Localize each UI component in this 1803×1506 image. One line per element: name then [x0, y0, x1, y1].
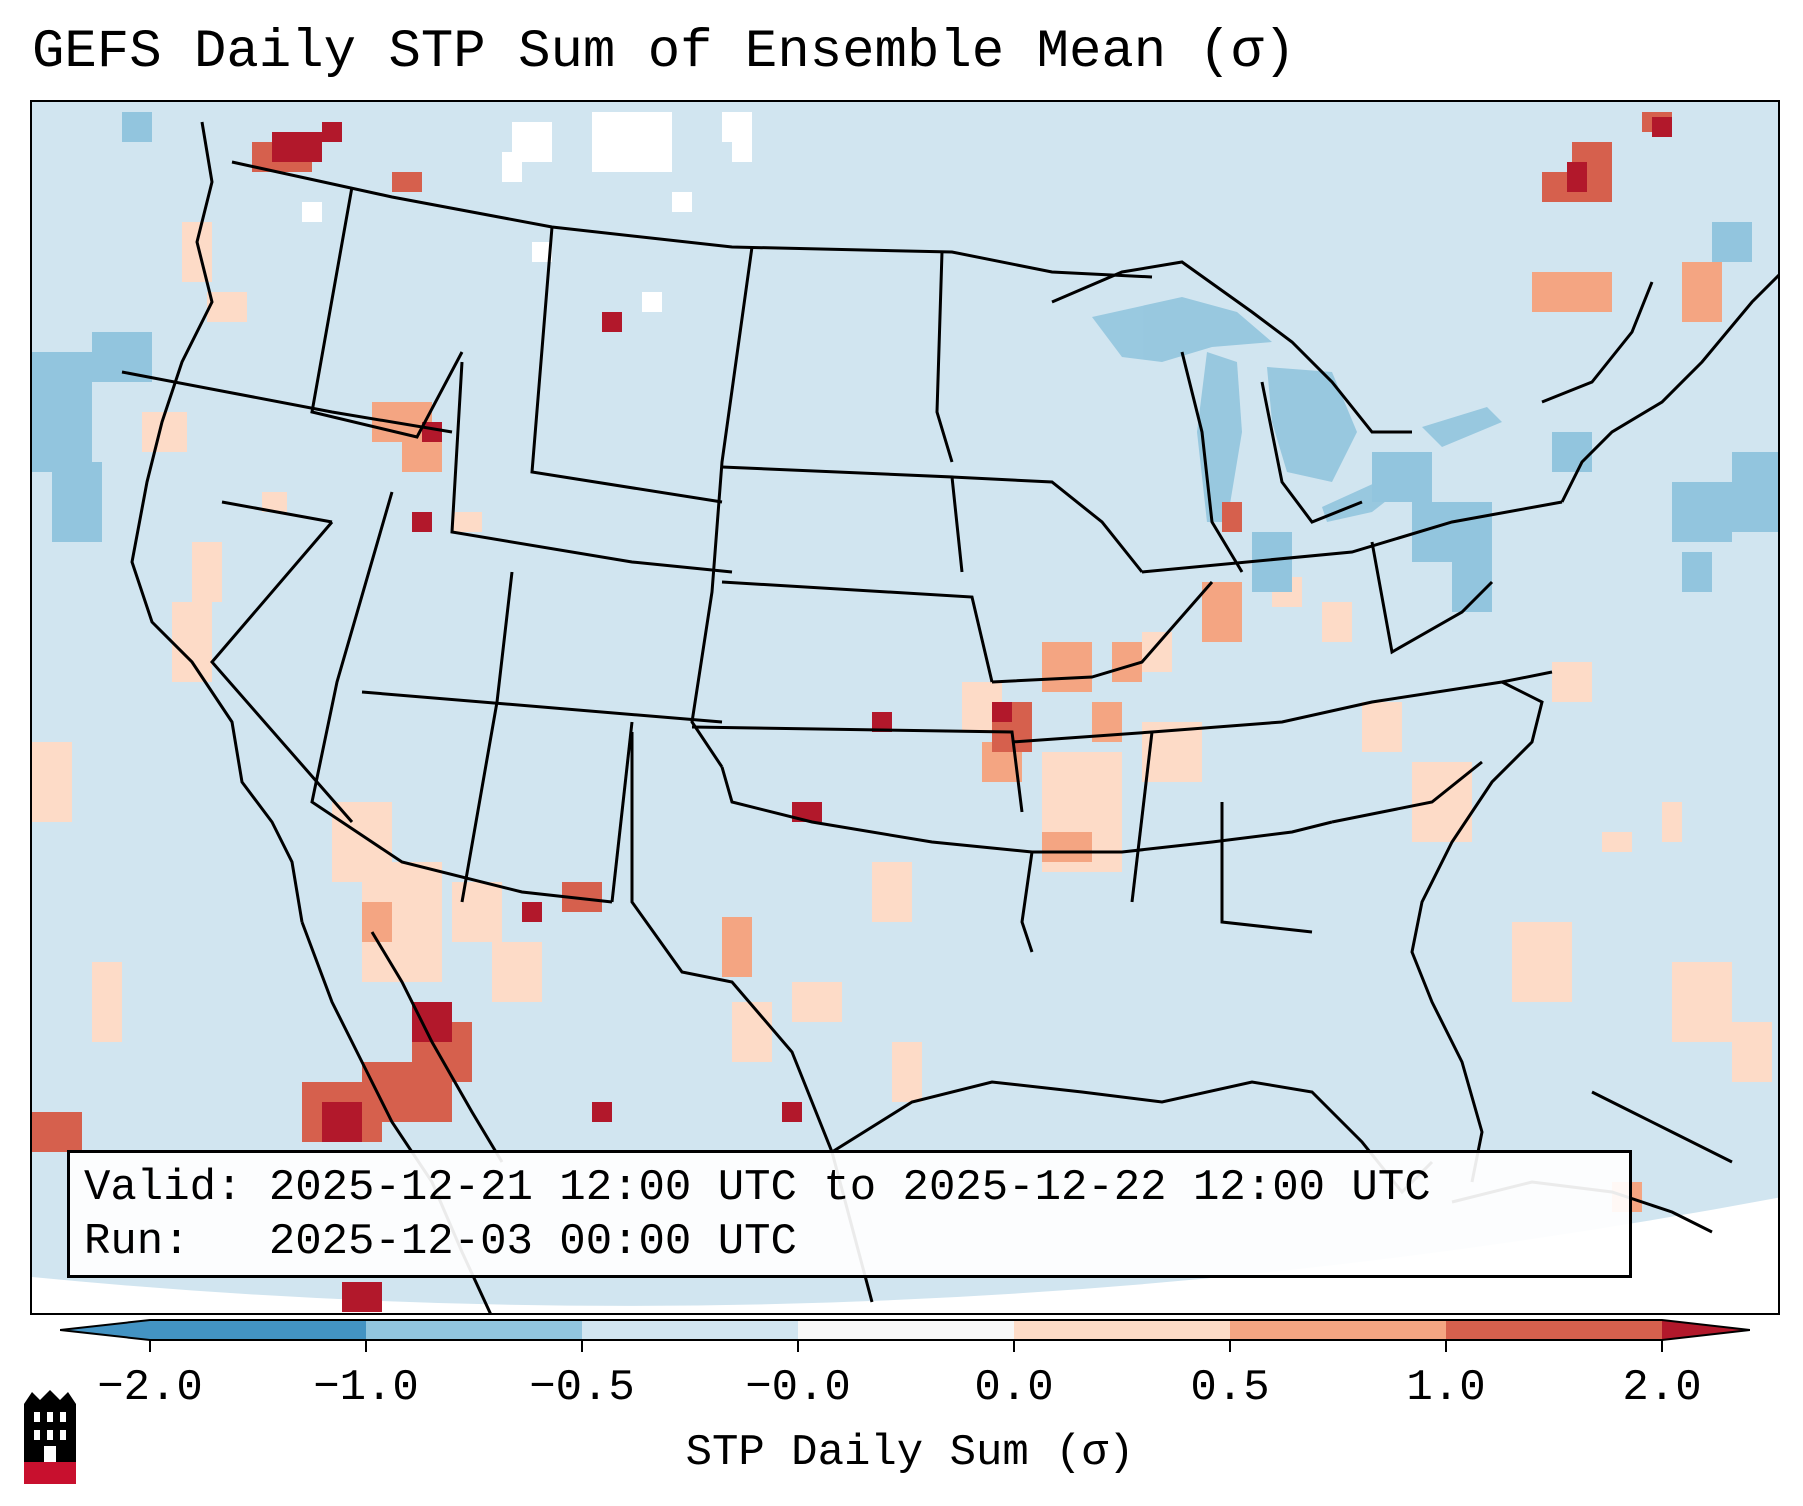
colorbar-label: STP Daily Sum (σ) — [685, 1428, 1135, 1478]
colorbar-extend-low — [60, 1320, 150, 1340]
colorbar-tick: 2.0 — [1622, 1363, 1702, 1413]
chart-title: GEFS Daily STP Sum of Ensemble Mean (σ) — [32, 22, 1296, 83]
colorbar-tick: 1.0 — [1406, 1363, 1486, 1413]
colorbar-segment — [798, 1320, 1014, 1340]
colorbar-segment — [150, 1320, 366, 1340]
valid-label: Valid: — [84, 1163, 243, 1213]
colorbar-extend-high — [1662, 1320, 1750, 1340]
valid-row: Valid: 2025-12-21 12:00 UTC to 2025-12-2… — [84, 1161, 1615, 1215]
run-row: Run: 2025-12-03 00:00 UTC — [84, 1215, 1615, 1269]
colorbar-segment — [366, 1320, 582, 1340]
colorbar-tick: −0.5 — [529, 1363, 635, 1413]
colorbar-tick: −2.0 — [97, 1363, 203, 1413]
run-value: 2025-12-03 00:00 UTC — [268, 1217, 797, 1267]
coastlines-and-borders — [121, 121, 1778, 1313]
colorbar-tick: 0.5 — [1190, 1363, 1270, 1413]
colorbar-segment — [582, 1320, 798, 1340]
anomaly-cells — [32, 112, 1778, 1312]
projection-edge — [32, 1197, 1778, 1313]
map-background — [32, 102, 1778, 1313]
colorbar-segment — [1014, 1320, 1230, 1340]
map-panel — [30, 100, 1780, 1315]
niu-logo-icon — [24, 1390, 76, 1484]
colorbar-tick: −1.0 — [313, 1363, 419, 1413]
colorbar-segment — [1446, 1320, 1662, 1340]
colorbar-tick: 0.0 — [974, 1363, 1054, 1413]
valid-value: 2025-12-21 12:00 UTC to 2025-12-22 12:00… — [268, 1163, 1431, 1213]
map-canvas — [32, 102, 1778, 1313]
colorbar — [60, 1319, 1750, 1352]
run-label: Run: — [84, 1217, 190, 1267]
colorbar-tick: −0.0 — [745, 1363, 851, 1413]
valid-run-info-box: Valid: 2025-12-21 12:00 UTC to 2025-12-2… — [67, 1150, 1632, 1278]
colorbar-segment — [1230, 1320, 1446, 1340]
